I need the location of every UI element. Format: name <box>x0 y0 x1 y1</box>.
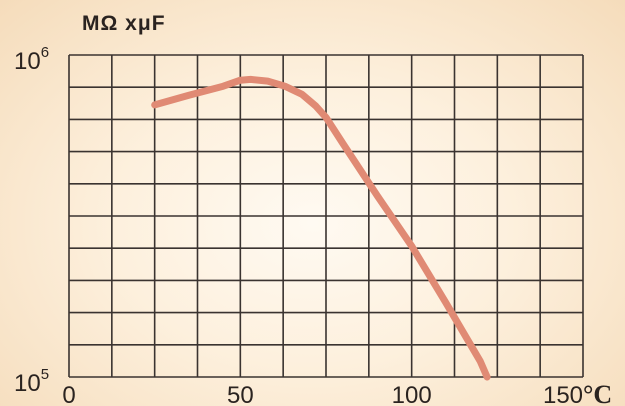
y-tick-label: 106 <box>14 44 49 75</box>
x-tick-label: 150 <box>543 382 583 406</box>
chart-title: MΩ xμF <box>82 12 166 35</box>
y-tick-label: 105 <box>14 366 49 397</box>
y-tick-labels: 105 106 <box>14 44 49 397</box>
x-tick-label: 50 <box>227 382 254 406</box>
x-tick-labels: 0 50 100 150 <box>62 382 583 406</box>
x-tick-label: 100 <box>392 382 432 406</box>
series-line <box>151 75 491 381</box>
x-unit-label: °C <box>583 380 612 406</box>
plot-grid <box>68 54 584 378</box>
x-tick-label: 0 <box>62 382 75 406</box>
